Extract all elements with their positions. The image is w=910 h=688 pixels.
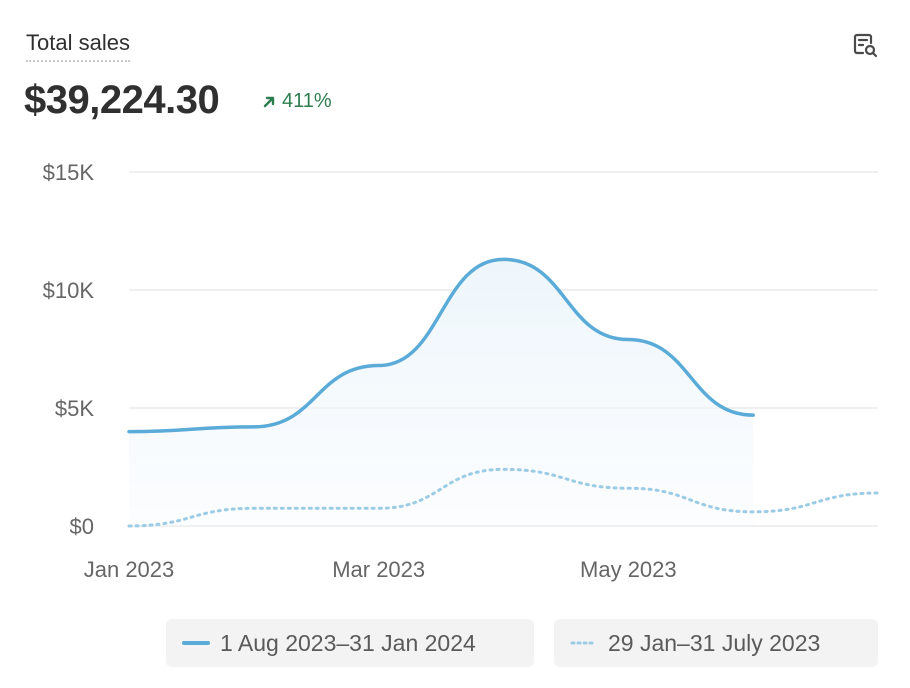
primary-series-line: [127, 257, 755, 434]
arrow-up-right-icon: [263, 96, 275, 107]
legend-label-current: 1 Aug 2023–31 Jan 2024: [220, 629, 476, 656]
legend-item-comparison-period[interactable]: 29 Jan–31 July 2023: [554, 619, 878, 667]
y-tick-label: $10K: [43, 278, 95, 303]
change-percent: 411%: [282, 90, 332, 112]
search-report-icon[interactable]: [848, 28, 882, 62]
y-tick-label: $0: [70, 514, 94, 539]
sales-line-chart: $0 $5K $10K $15K Jan 2023 Mar 2023 May 2023: [43, 160, 880, 582]
x-tick-label: Jan 2023: [84, 557, 175, 582]
legend-item-current-period[interactable]: 1 Aug 2023–31 Jan 2024: [166, 619, 534, 667]
primary-series-area: [129, 259, 754, 526]
y-tick-label: $5K: [55, 396, 94, 421]
legend-label-comparison: 29 Jan–31 July 2023: [608, 629, 821, 656]
change-indicator: 411%: [262, 90, 332, 113]
solid-line-swatch-icon: [182, 641, 210, 645]
comparison-series-line: [127, 467, 880, 528]
total-sales-value: $39,224.30: [24, 78, 220, 122]
y-tick-label: $15K: [43, 160, 95, 185]
x-tick-label: May 2023: [580, 557, 677, 582]
card-title[interactable]: Total sales: [26, 30, 130, 62]
x-tick-label: Mar 2023: [332, 557, 425, 582]
dotted-line-swatch-icon: [570, 641, 598, 645]
